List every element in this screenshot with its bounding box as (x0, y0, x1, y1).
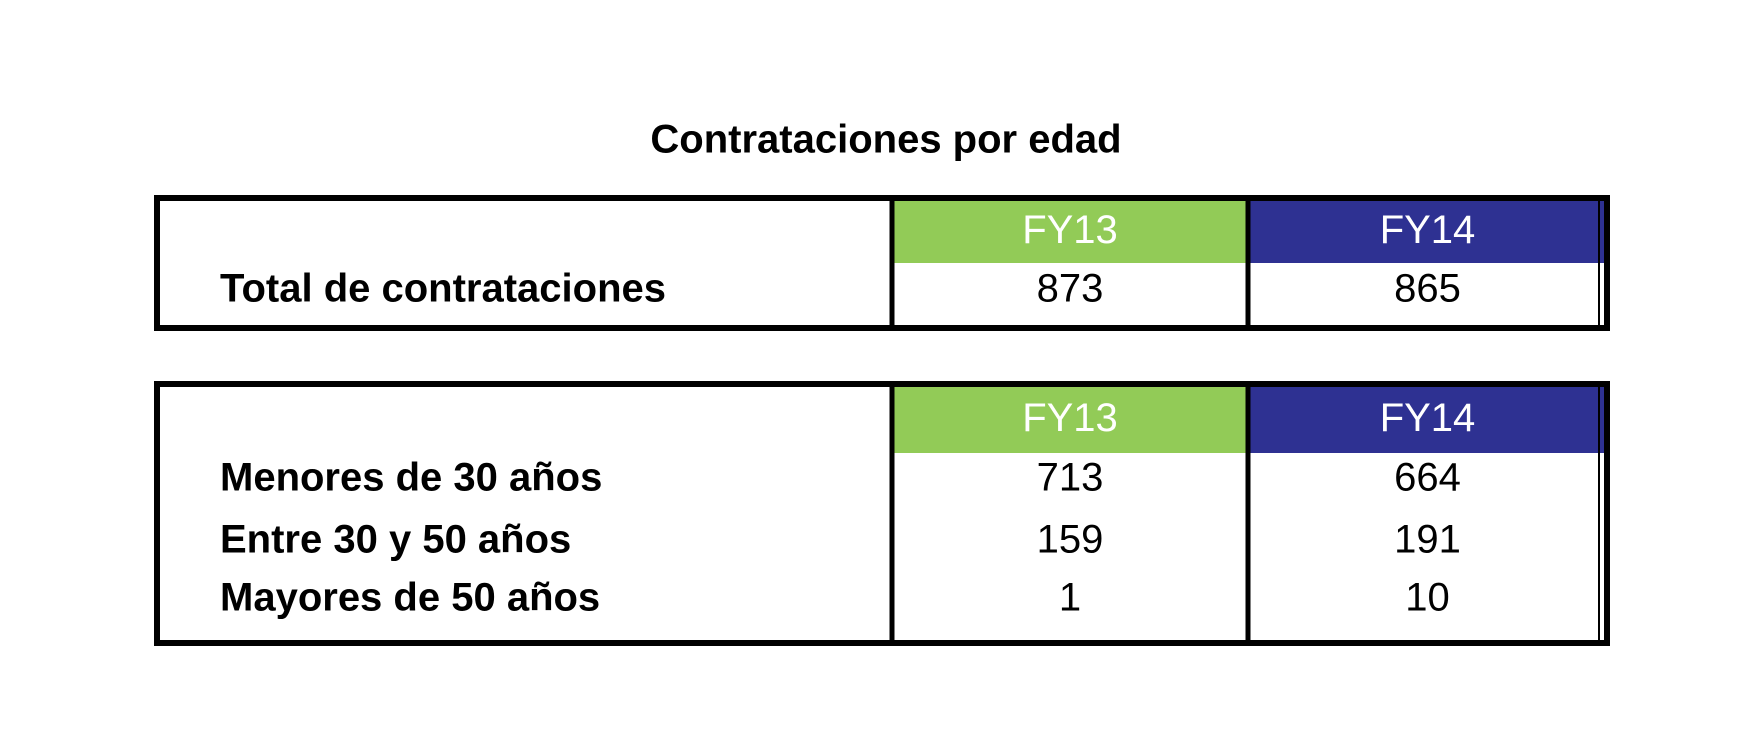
cell-value: 1 (1059, 576, 1081, 620)
header-cell (892, 386, 1248, 453)
cell-value: 191 (1394, 518, 1461, 562)
row-label: Mayores de 50 años (220, 576, 600, 620)
table-border (154, 195, 1610, 331)
title: Contrataciones por edad (650, 118, 1121, 162)
cell-value: 713 (1037, 456, 1104, 500)
row-label: Entre 30 y 50 años (220, 518, 571, 562)
header-label: FY13 (1022, 396, 1118, 440)
cell-value: 664 (1394, 456, 1461, 500)
header-cell (1248, 386, 1607, 453)
header-label: FY13 (1022, 208, 1118, 252)
table-border (154, 381, 1610, 646)
row-label: Menores de 30 años (220, 456, 602, 500)
row-label: Total de contrataciones (220, 267, 666, 311)
header-label: FY14 (1380, 396, 1476, 440)
cell-value: 10 (1405, 576, 1450, 620)
header-label: FY14 (1380, 208, 1476, 252)
header-cell (892, 200, 1248, 263)
cell-value: 159 (1037, 518, 1104, 562)
header-cell (1248, 200, 1607, 263)
cell-value: 865 (1394, 267, 1461, 311)
cell-value: 873 (1037, 267, 1104, 311)
